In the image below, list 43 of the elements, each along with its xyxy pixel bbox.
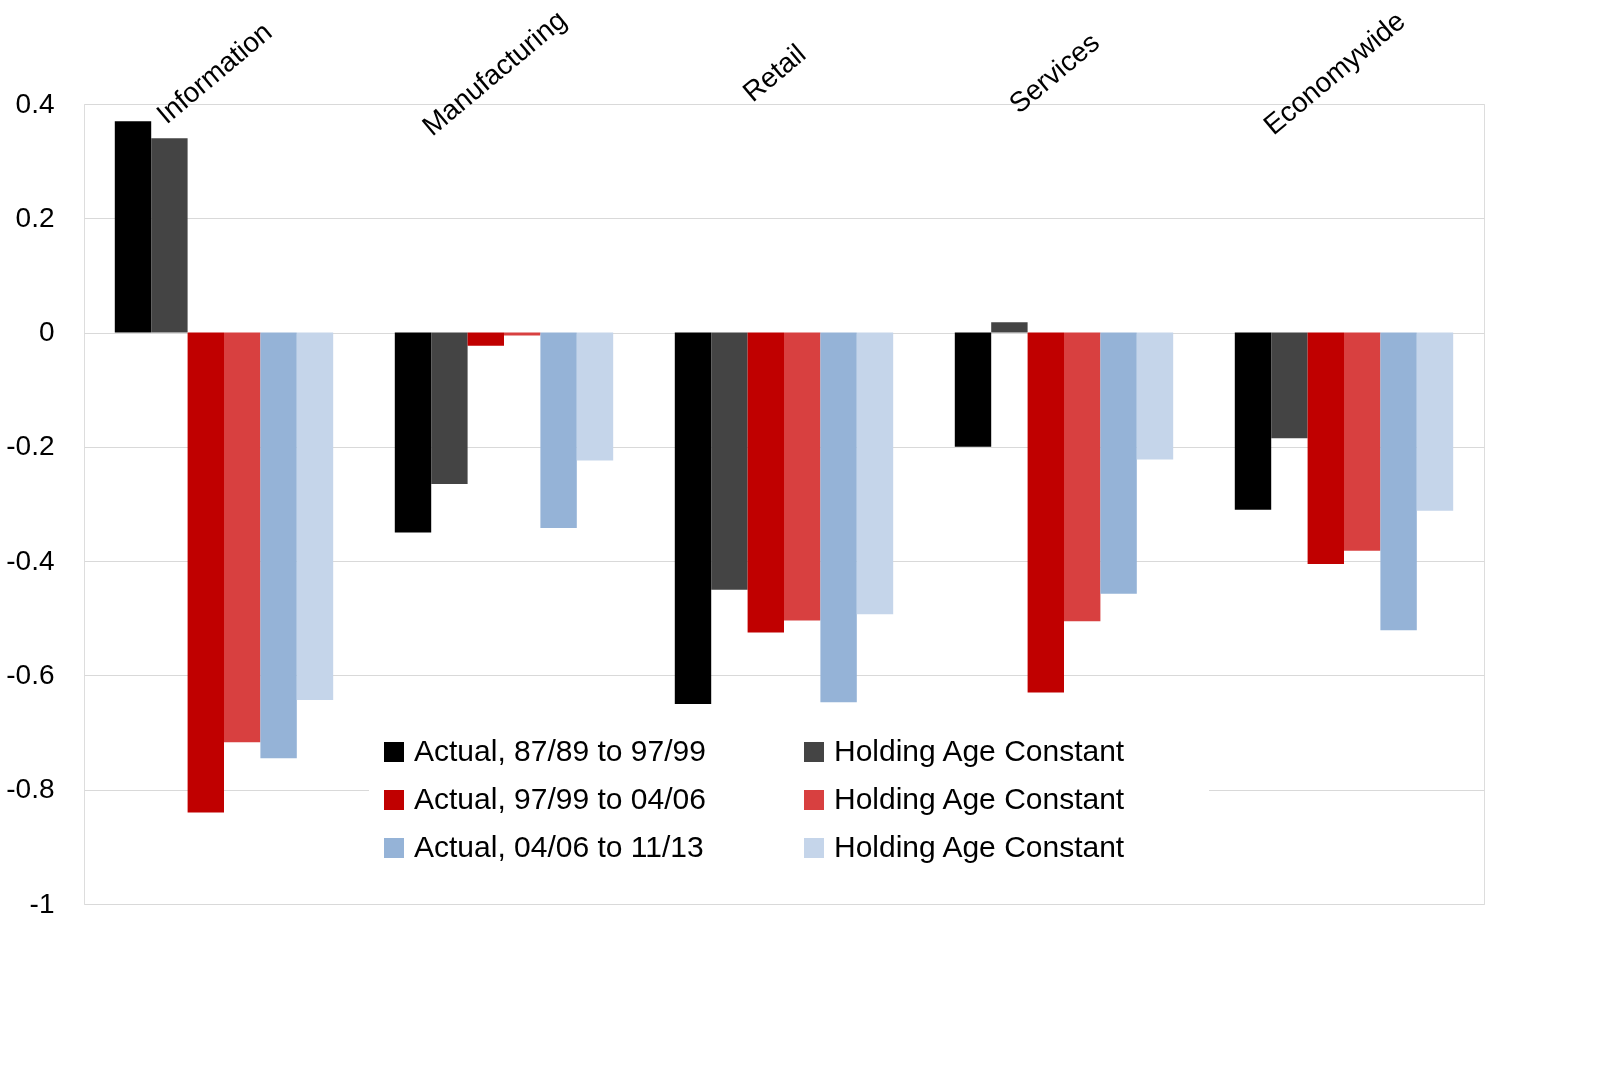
legend-label: Actual, 87/89 to 97/99 [414,734,706,767]
bar [151,138,188,333]
bar [1136,332,1174,460]
legend-label: Actual, 04/06 to 11/13 [414,830,704,863]
bar [1416,332,1454,511]
bar [1064,332,1101,622]
bar [431,332,468,484]
bar [747,332,784,633]
bar [991,322,1028,333]
bar [467,332,504,346]
bar [1307,332,1344,564]
bar [224,332,261,743]
y-tick-label: 0 [38,316,55,348]
bar [711,332,748,590]
bar [820,332,857,703]
bar [1344,332,1381,551]
bar [114,121,152,333]
bar [540,332,577,528]
bar [1234,332,1272,510]
bar [296,332,334,700]
legend-label: Actual, 97/99 to 04/06 [414,782,706,815]
legend-label: Holding Age Constant [834,830,1125,863]
bar [394,332,432,533]
bar [856,332,894,615]
y-tick-label: -0.4 [6,544,55,576]
y-tick-label: -1 [29,887,55,919]
bar [784,332,821,621]
bar [576,332,614,461]
bar [1380,332,1417,631]
y-tick-label: 0.4 [15,87,55,119]
bar [674,332,712,704]
bar [954,332,992,447]
bar [1100,332,1137,594]
bar [260,332,297,759]
legend-label: Holding Age Constant [834,782,1125,815]
bar [1027,332,1064,693]
legend-label: Holding Age Constant [834,734,1125,767]
bar [187,332,224,813]
y-tick-label: -0.6 [6,658,55,690]
y-tick-label: -0.2 [6,430,55,462]
y-tick-label: -0.8 [6,773,55,805]
y-tick-label: 0.2 [15,201,55,233]
bar [1271,332,1308,439]
